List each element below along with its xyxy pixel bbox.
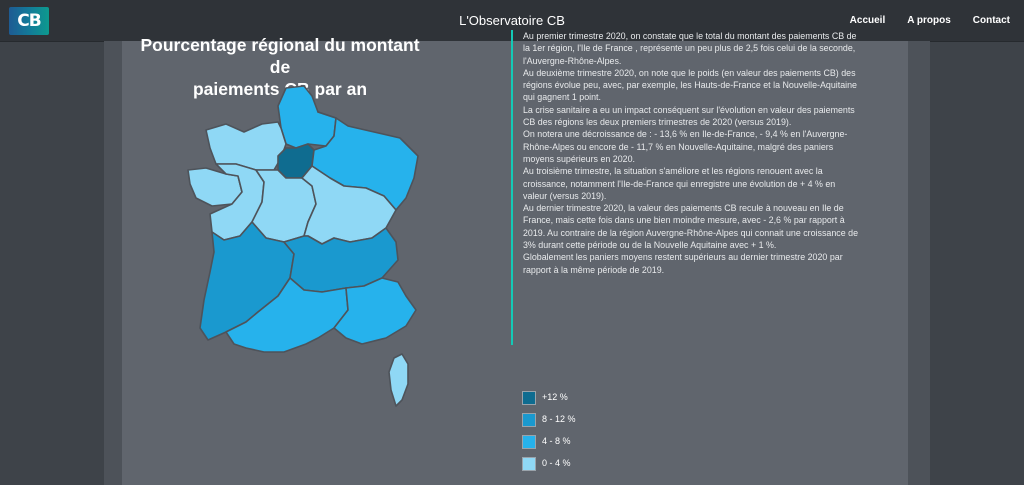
analysis-paragraph: Au deuxième trimestre 2020, on note que … (523, 67, 857, 103)
analysis-paragraph: Au dernier trimestre 2020, la valeur des… (523, 203, 859, 251)
map-title-line2: paiements CB par an (192, 79, 368, 99)
france-region-map (186, 82, 422, 412)
nav-a-propos-link[interactable]: A propos (907, 15, 951, 26)
region-hauts-de-france[interactable] (277, 85, 337, 149)
legend-swatch (522, 413, 536, 427)
region-normandie[interactable] (205, 121, 287, 171)
legend-label: 4 - 8 % (542, 436, 571, 446)
analysis-paragraph: Au premier trimestre 2020, on constate q… (523, 31, 857, 66)
analysis-paragraph: Au troisième trimestre, la situation s'a… (523, 166, 836, 201)
cb-logo[interactable]: CB (9, 7, 49, 35)
region-corse[interactable] (388, 353, 409, 407)
main-nav: Accueil A propos Contact (850, 15, 1010, 26)
analysis-text: Au premier trimestre 2020, on constate q… (511, 30, 859, 345)
legend-swatch (522, 391, 536, 405)
logo-text: CB (17, 11, 41, 31)
legend-label: +12 % (542, 392, 568, 402)
france-map-svg (187, 85, 419, 407)
legend-label: 0 - 4 % (542, 458, 571, 468)
map-title-line1: Pourcentage régional du montant de (140, 35, 420, 77)
region-provence-alpes-cote-dazur[interactable] (333, 277, 417, 345)
analysis-paragraph: La crise sanitaire a eu un impact conséq… (523, 104, 855, 128)
analysis-paragraph: Globalement les paniers moyens restent s… (523, 252, 843, 275)
legend-label: 8 - 12 % (542, 414, 576, 424)
legend-swatch (522, 435, 536, 449)
analysis-paragraph: On notera une décroissance de : - 13,6 %… (523, 129, 848, 164)
nav-contact-link[interactable]: Contact (972, 15, 1010, 26)
site-title: L'Observatoire CB (459, 13, 565, 28)
nav-accueil-link[interactable]: Accueil (849, 15, 886, 26)
legend-swatch (522, 457, 536, 471)
map-title: Pourcentage régional du montant de paiem… (130, 34, 430, 100)
